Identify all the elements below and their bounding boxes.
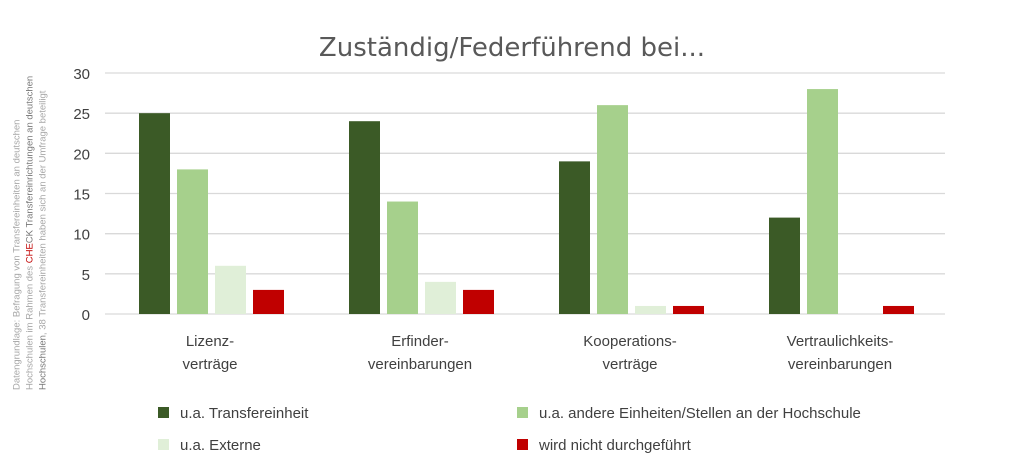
source-note-text: CK Transfereinrichtungen an deutschen [24, 75, 36, 244]
y-tick-label: 0 [82, 307, 90, 324]
y-tick-label: 30 [73, 66, 90, 83]
y-tick-label: 5 [82, 267, 90, 284]
bar-2 [177, 169, 208, 314]
legend-label: u.a. andere Einheiten/Stellen an der Hoc… [539, 405, 861, 422]
legend-swatch [517, 439, 528, 450]
bar-1 [139, 113, 170, 315]
bar-1 [349, 121, 380, 314]
bar-4 [463, 289, 494, 314]
bar-4 [883, 305, 914, 314]
legend-swatch [517, 407, 528, 418]
bar-4 [253, 289, 284, 314]
bar-3 [425, 281, 456, 314]
source-note-line: Hochschulen, 38 Transfereinheiten haben … [37, 70, 50, 390]
legend-label: wird nicht durchgeführt [538, 437, 692, 454]
bar-2 [387, 201, 418, 314]
y-tick-label: 10 [73, 227, 90, 244]
bar-1 [769, 217, 800, 314]
source-note-line: Datengrundlage: Befragung von Transferei… [11, 119, 23, 390]
bar-1 [559, 161, 590, 314]
legend-swatch [158, 439, 169, 450]
x-tick-label: verträge [602, 356, 657, 373]
x-tick-label: Kooperations- [583, 333, 676, 350]
legend-label: u.a. Externe [180, 437, 261, 454]
bar-4 [673, 305, 704, 314]
bar-2 [597, 105, 628, 314]
source-note-text: Hochschulen [37, 335, 49, 390]
source-note-line: Hochschulen im Rahmen des CHECK Transfer… [24, 70, 37, 390]
y-tick-label: 25 [73, 106, 90, 123]
legend-label: u.a. Transfereinheit [180, 405, 309, 422]
x-tick-label: verträge [182, 356, 237, 373]
source-note-text: Hochschulen im Rahmen des [24, 263, 36, 390]
legend-swatch [158, 407, 169, 418]
x-tick-label: Vertraulichkeits- [787, 333, 894, 350]
x-tick-label: vereinbarungen [788, 356, 892, 373]
source-note: Datengrundlage: Befragung von Transferei… [11, 70, 50, 390]
x-tick-label: Lizenz- [186, 333, 234, 350]
y-tick-label: 15 [73, 187, 90, 204]
bar-3 [635, 305, 666, 314]
x-tick-label: Erfinder- [391, 333, 449, 350]
source-note-text: , 38 Transfereinheiten haben sich an der… [37, 90, 49, 336]
chart-title: Zuständig/Federführend bei... [319, 33, 705, 63]
x-tick-label: vereinbarungen [368, 356, 472, 373]
source-note-highlight: CHE [24, 243, 36, 264]
bar-2 [807, 89, 838, 314]
bar-3 [215, 265, 246, 314]
y-tick-label: 20 [73, 146, 90, 163]
